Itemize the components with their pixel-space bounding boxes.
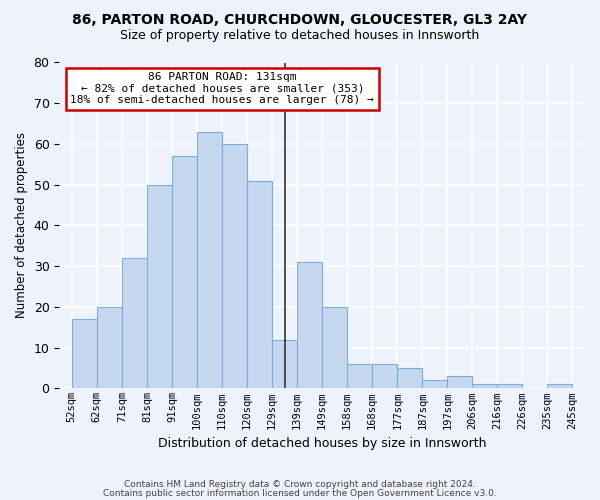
Bar bbox=[448, 376, 472, 388]
Text: Contains HM Land Registry data © Crown copyright and database right 2024.: Contains HM Land Registry data © Crown c… bbox=[124, 480, 476, 489]
Bar bbox=[247, 180, 272, 388]
Bar bbox=[397, 368, 422, 388]
Bar bbox=[472, 384, 497, 388]
Bar bbox=[272, 340, 297, 388]
Bar bbox=[422, 380, 448, 388]
Text: 86 PARTON ROAD: 131sqm
← 82% of detached houses are smaller (353)
18% of semi-de: 86 PARTON ROAD: 131sqm ← 82% of detached… bbox=[70, 72, 374, 106]
Bar bbox=[122, 258, 147, 388]
Bar bbox=[197, 132, 222, 388]
Bar bbox=[147, 184, 172, 388]
Text: 86, PARTON ROAD, CHURCHDOWN, GLOUCESTER, GL3 2AY: 86, PARTON ROAD, CHURCHDOWN, GLOUCESTER,… bbox=[73, 12, 527, 26]
Text: Size of property relative to detached houses in Innsworth: Size of property relative to detached ho… bbox=[121, 29, 479, 42]
Bar bbox=[172, 156, 197, 388]
Bar bbox=[297, 262, 322, 388]
X-axis label: Distribution of detached houses by size in Innsworth: Distribution of detached houses by size … bbox=[158, 437, 487, 450]
Bar bbox=[222, 144, 247, 388]
Bar bbox=[347, 364, 372, 388]
Text: Contains public sector information licensed under the Open Government Licence v3: Contains public sector information licen… bbox=[103, 489, 497, 498]
Bar bbox=[97, 307, 122, 388]
Y-axis label: Number of detached properties: Number of detached properties bbox=[15, 132, 28, 318]
Bar bbox=[497, 384, 523, 388]
Bar bbox=[322, 307, 347, 388]
Bar bbox=[72, 319, 97, 388]
Bar bbox=[372, 364, 397, 388]
Bar bbox=[547, 384, 572, 388]
